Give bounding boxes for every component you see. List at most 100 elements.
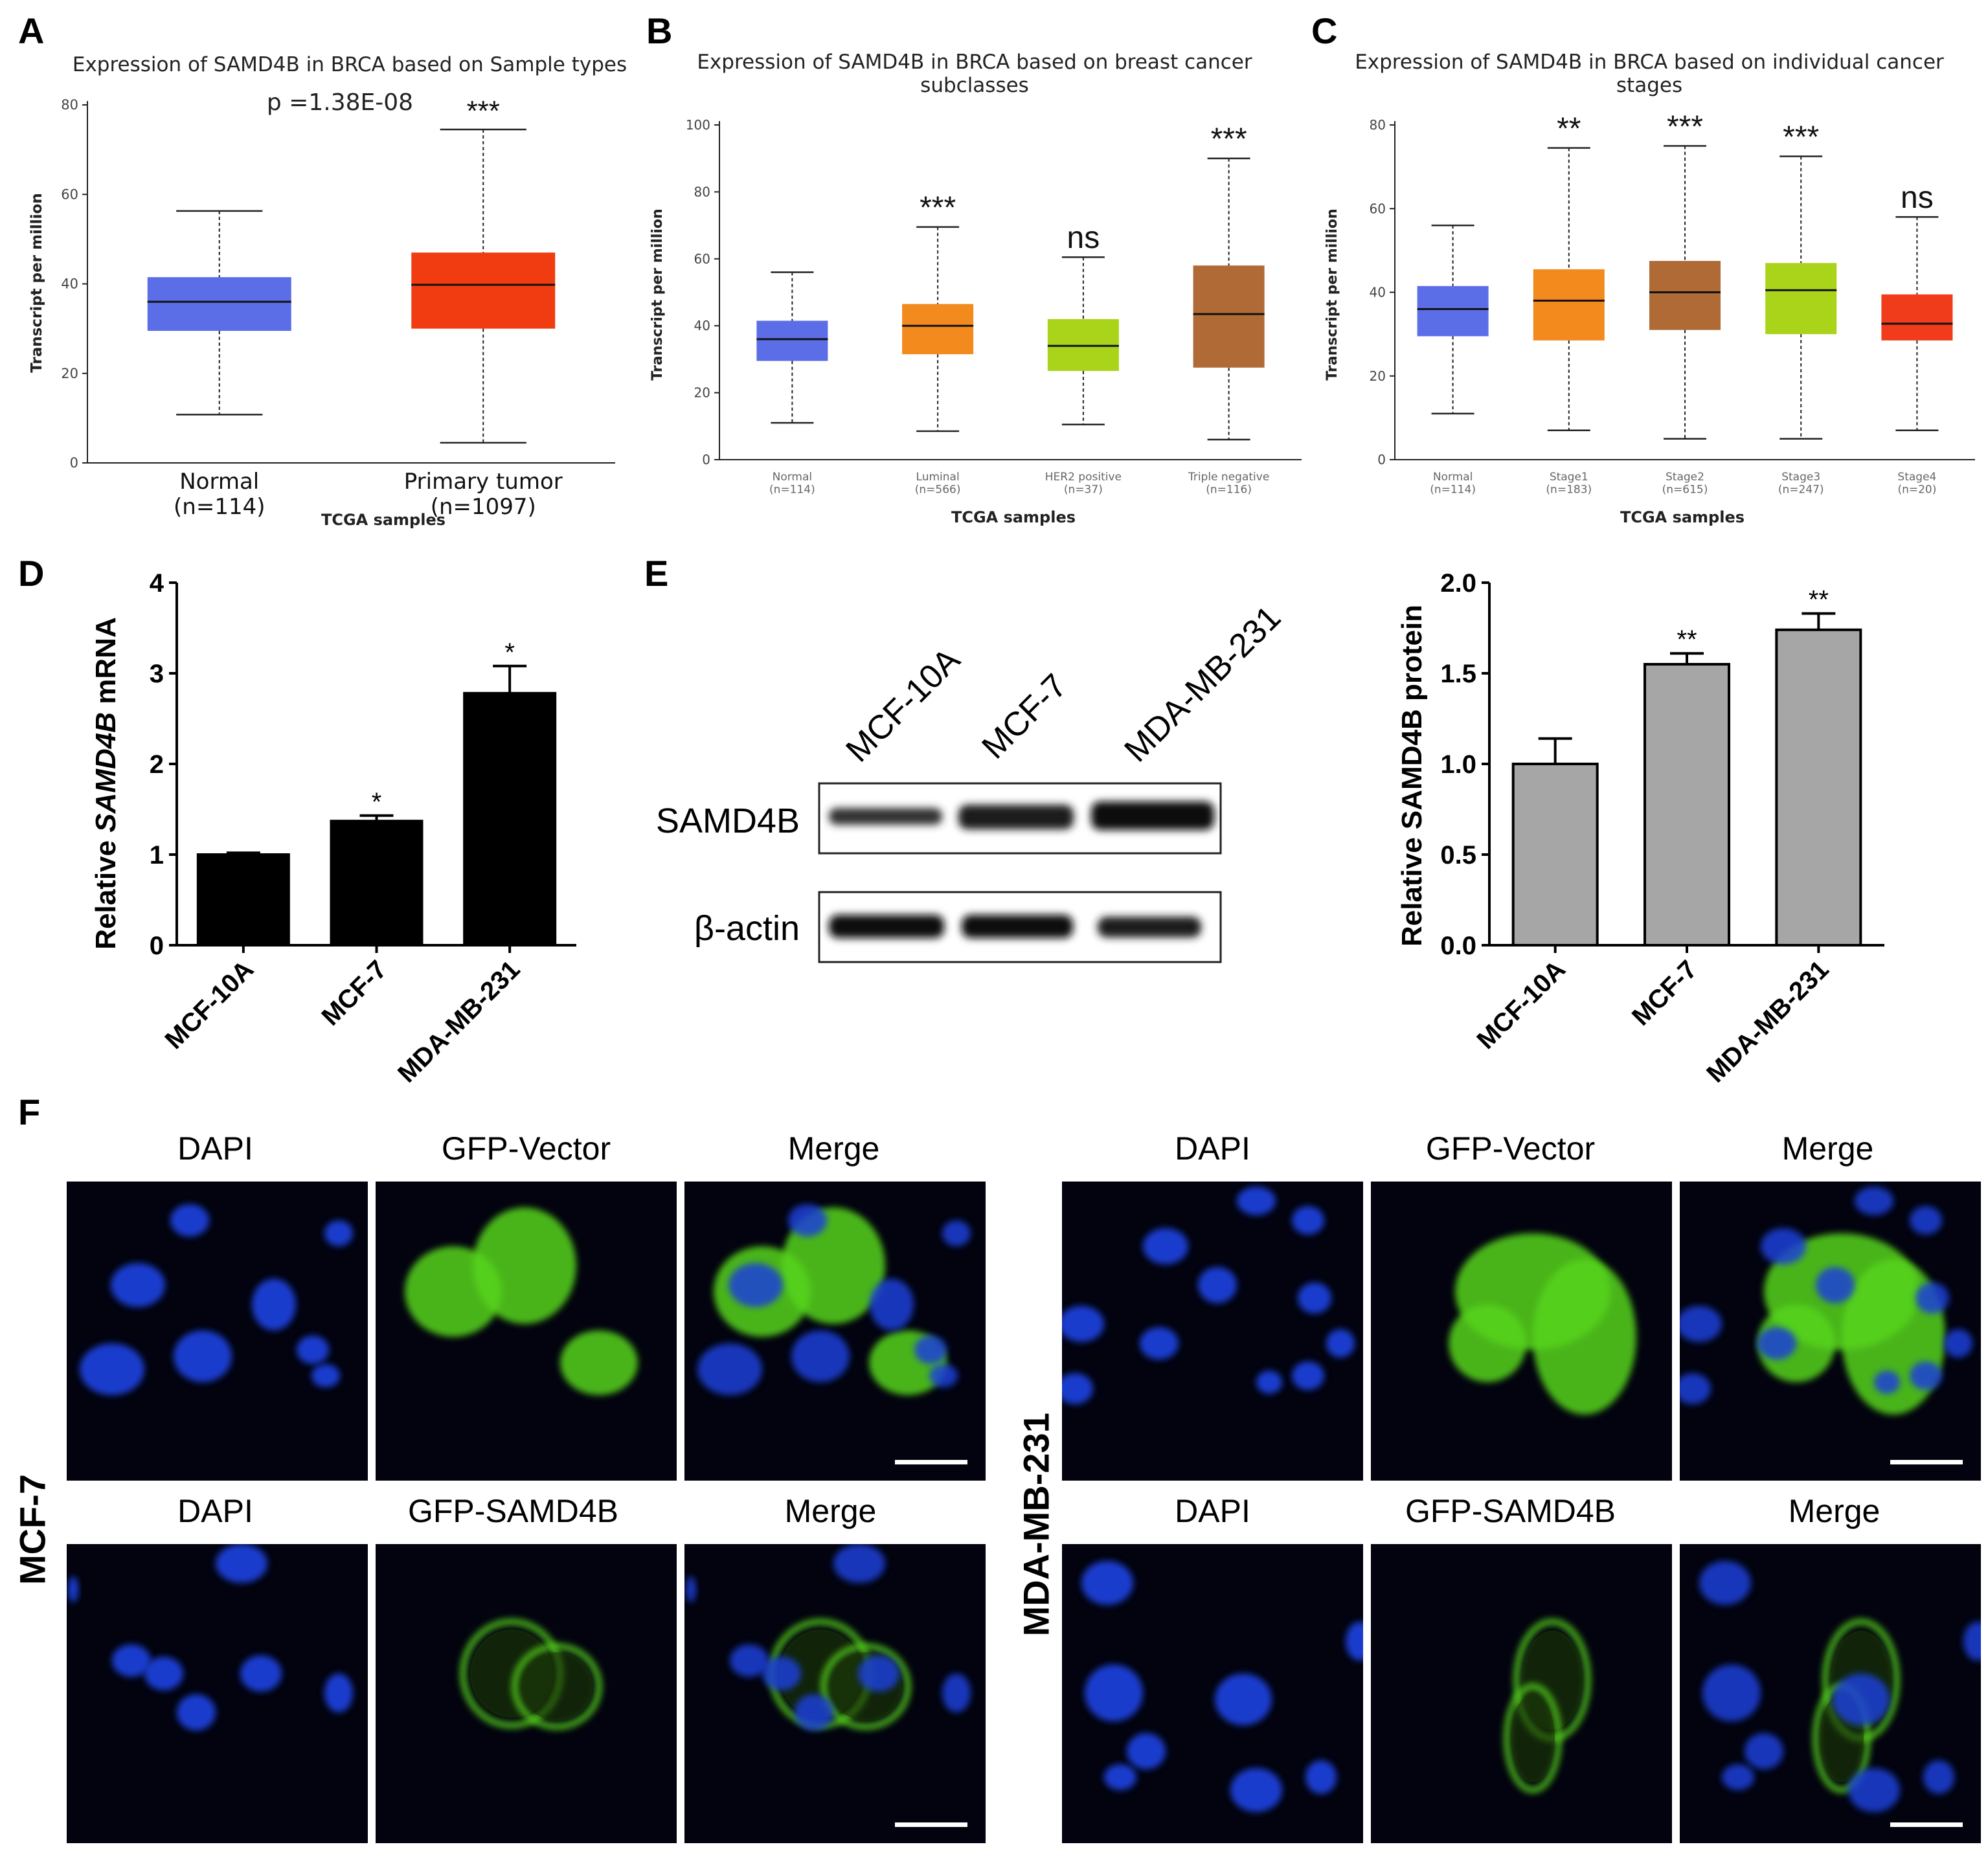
microscopy-image-gfp <box>1371 1544 1672 1843</box>
y-axis-label-a: Transcript per million <box>28 193 45 373</box>
dapi-nucleus <box>1915 1283 1949 1314</box>
y-tick-label: 20 <box>694 385 710 401</box>
dapi-nucleus <box>1757 1327 1796 1360</box>
x-category-n: (n=114) <box>174 494 265 520</box>
label-right-top-merge: Merge <box>1781 1130 1874 1167</box>
significance-label: *** <box>920 191 956 225</box>
band-actin-mcf7 <box>962 915 1073 938</box>
box-triple-negative <box>1193 265 1265 368</box>
microscopy-image-gfp <box>376 1182 677 1481</box>
image-background <box>67 1544 368 1843</box>
dapi-nucleus <box>858 1655 899 1692</box>
dapi-nucleus <box>68 1576 78 1602</box>
dapi-nucleus <box>80 1343 144 1395</box>
x-category-n: (n=37) <box>1064 484 1103 497</box>
microscopy-image-merge <box>1680 1182 1981 1481</box>
bar-chart-d: Relative SAMD4B mRNA 0 1 2 3 4 MCF-10A * MCF-7 *… <box>90 569 576 1088</box>
microscopy-image-dapi <box>67 1182 368 1481</box>
gfp-cell-interior <box>1511 1694 1555 1782</box>
dapi-nucleus <box>1062 1373 1093 1404</box>
y-tick-label: 1.0 <box>1440 750 1476 779</box>
y-tick-label: 2.0 <box>1440 569 1476 598</box>
microscopy-image-merge <box>684 1544 986 1843</box>
significance-label: ** <box>1677 625 1697 654</box>
label-left-top-merge: Merge <box>787 1130 880 1167</box>
y-tick-label: 2 <box>150 750 164 779</box>
x-category-label: Normal <box>179 469 259 495</box>
x-category-n: (n=247) <box>1778 484 1824 497</box>
y-tick-label: 40 <box>694 318 710 333</box>
y-tick-label: 3 <box>150 660 164 688</box>
x-category-label: MDA-MB-231 <box>1701 955 1835 1088</box>
y-tick-label: 20 <box>61 366 78 381</box>
gfp-cell <box>512 1643 602 1730</box>
y-tick-label: 0 <box>702 452 710 467</box>
western-blot: MCF-10A MCF-7 MDA-MB-231 SAMD4B β-actin <box>656 599 1282 963</box>
dapi-nucleus <box>177 1694 216 1731</box>
dapi-nucleus <box>1745 1733 1783 1769</box>
dapi-nucleus <box>942 1220 971 1246</box>
gfp-cell <box>820 1643 911 1730</box>
dapi-nucleus <box>170 1204 209 1237</box>
dapi-nucleus <box>729 1263 783 1307</box>
box-normal <box>147 277 291 331</box>
dapi-nucleus <box>1292 1206 1324 1235</box>
panel-letter-a: A <box>18 10 45 51</box>
dapi-nucleus <box>1944 1329 1972 1358</box>
blot-lane-label-mdamb231: MDA-MB-231 <box>1117 599 1282 770</box>
x-axis-title-b: TCGA samples <box>951 508 1076 526</box>
significance-label: * <box>372 788 382 816</box>
chart-title-b-line1: Expression of SAMD4B in BRCA based on br… <box>697 50 1252 74</box>
dapi-nucleus <box>1833 1674 1890 1725</box>
y-axis-label-e: Relative SAMD4B protein <box>1396 605 1428 947</box>
dapi-nucleus <box>216 1544 267 1583</box>
box-stage1 <box>1533 269 1605 341</box>
x-category-label: Normal <box>773 471 813 484</box>
significance-label: ** <box>1557 112 1581 146</box>
x-category-label: Luminal <box>916 471 960 484</box>
x-category-n: (n=20) <box>1897 484 1936 497</box>
x-category-n: (n=114) <box>769 484 815 497</box>
dapi-nucleus <box>112 1644 151 1677</box>
x-axis-title-c: TCGA samples <box>1620 508 1745 526</box>
y-tick-label: 20 <box>1370 368 1386 384</box>
band-samd4b-mcf7 <box>958 805 1074 829</box>
x-category-n: (n=114) <box>1430 484 1476 497</box>
x-category-label: HER2 positive <box>1045 471 1122 484</box>
dapi-nucleus <box>111 1263 165 1307</box>
chart-title-c-line2: stages <box>1616 74 1682 97</box>
scale-bar <box>895 1460 967 1464</box>
y-tick-label: 80 <box>1370 117 1386 133</box>
y-tick-label: 0 <box>150 932 164 960</box>
x-category-label: MDA-MB-231 <box>392 955 526 1088</box>
dapi-nucleus <box>1680 1306 1722 1342</box>
bar-mda-mb-231 <box>463 691 557 947</box>
bar-mcf-7 <box>1643 663 1730 947</box>
microscopy-image-dapi <box>1062 1544 1363 1843</box>
dapi-nucleus <box>1062 1306 1104 1342</box>
band-samd4b-mdamb231 <box>1091 801 1214 830</box>
x-category-label: Stage1 <box>1550 471 1588 484</box>
x-category-label: Stage3 <box>1781 471 1820 484</box>
dapi-nucleus <box>174 1330 232 1382</box>
dapi-nucleus <box>1874 1371 1900 1394</box>
dapi-nucleus <box>1910 1361 1942 1390</box>
label-left-bottom-merge: Merge <box>784 1493 877 1529</box>
image-background <box>67 1182 368 1481</box>
label-right-top-gfp: GFP-Vector <box>1425 1130 1596 1167</box>
significance-label: ** <box>1809 586 1829 614</box>
label-right-bottom-merge: Merge <box>1788 1493 1881 1529</box>
y-tick-label: 0 <box>1377 452 1386 467</box>
dapi-nucleus <box>1722 1764 1754 1790</box>
y-tick-label: 100 <box>686 117 710 133</box>
dapi-nucleus <box>1292 1361 1324 1390</box>
blot-lane-label-mcf7: MCF-7 <box>975 667 1074 766</box>
y-tick-label: 80 <box>694 184 710 199</box>
dapi-nucleus <box>1326 1329 1355 1358</box>
row-label-mdamb231: MDA-MB-231 <box>1015 1413 1057 1637</box>
label-left-top-dapi: DAPI <box>177 1130 253 1167</box>
dapi-nucleus <box>1215 1674 1272 1725</box>
dapi-nucleus <box>929 1364 958 1387</box>
dapi-nucleus <box>311 1364 340 1387</box>
box-stage3 <box>1765 263 1837 335</box>
